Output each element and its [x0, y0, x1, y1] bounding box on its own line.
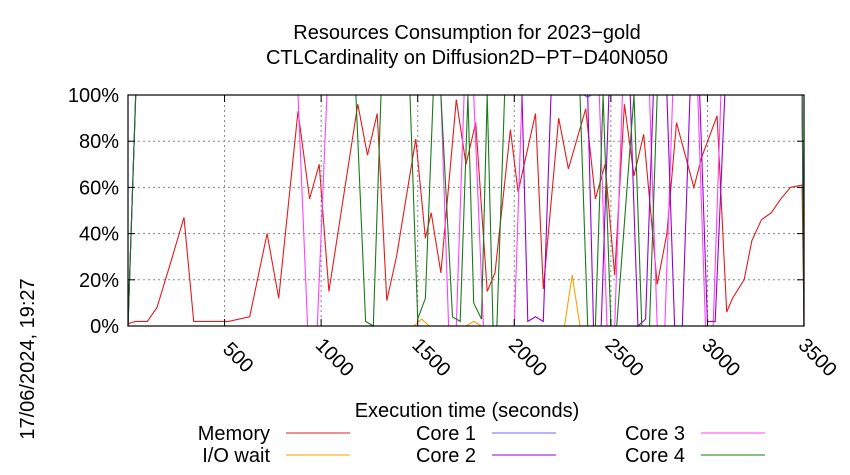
legend-item: Core 3 — [625, 423, 765, 445]
legend-item: Core 1 — [416, 423, 556, 445]
legend-label: Core 3 — [625, 423, 685, 445]
legend-label: Memory — [198, 423, 270, 445]
y-tick-label: 40% — [79, 224, 119, 246]
series-line-core-4 — [127, 94, 805, 327]
y-axis: 0% 20% 40% 60% 80% 100% — [68, 85, 804, 338]
plot-border — [127, 94, 805, 327]
timestamp-label: 17/06/2024, 19:27 — [17, 278, 39, 439]
series-line-core-1 — [127, 94, 804, 327]
series-line-core-3 — [127, 94, 805, 327]
legend-item: Memory — [198, 423, 350, 445]
y-tick-label: 20% — [79, 270, 119, 292]
y-tick-label: 80% — [79, 131, 119, 153]
x-tick-label: 1500 — [407, 334, 454, 381]
x-tick-label: 3000 — [697, 334, 744, 381]
series-group — [127, 94, 805, 328]
legend-item: I/O wait — [202, 445, 350, 467]
x-tick-label: 3500 — [794, 334, 841, 381]
grid — [128, 95, 804, 326]
x-axis: 500 1000 1500 2000 2500 3000 3500 — [218, 95, 841, 381]
series-line-memory — [127, 99, 805, 327]
x-tick-label: 2000 — [504, 334, 551, 381]
x-tick-label: 1000 — [311, 334, 358, 381]
y-tick-label: 100% — [68, 85, 119, 107]
chart-subtitle: CTLCardinality on Diffusion2D−PT−D40N050 — [266, 47, 668, 69]
legend-item: Core 4 — [625, 445, 765, 467]
legend-label: I/O wait — [202, 445, 270, 467]
legend-label: Core 1 — [416, 423, 476, 445]
chart-title: Resources Consumption for 2023−gold — [293, 22, 640, 44]
y-tick-label: 60% — [79, 177, 119, 199]
legend-label: Core 2 — [416, 445, 476, 467]
x-tick-label: 2500 — [601, 334, 648, 381]
series-line-i-o-wait — [128, 275, 804, 327]
legend-item: Core 2 — [416, 445, 556, 467]
x-axis-label: Execution time (seconds) — [355, 400, 580, 422]
y-tick-label: 0% — [90, 316, 119, 338]
series-line-core-2 — [127, 94, 805, 328]
x-tick-label: 500 — [218, 338, 257, 377]
legend-label: Core 4 — [625, 445, 685, 467]
